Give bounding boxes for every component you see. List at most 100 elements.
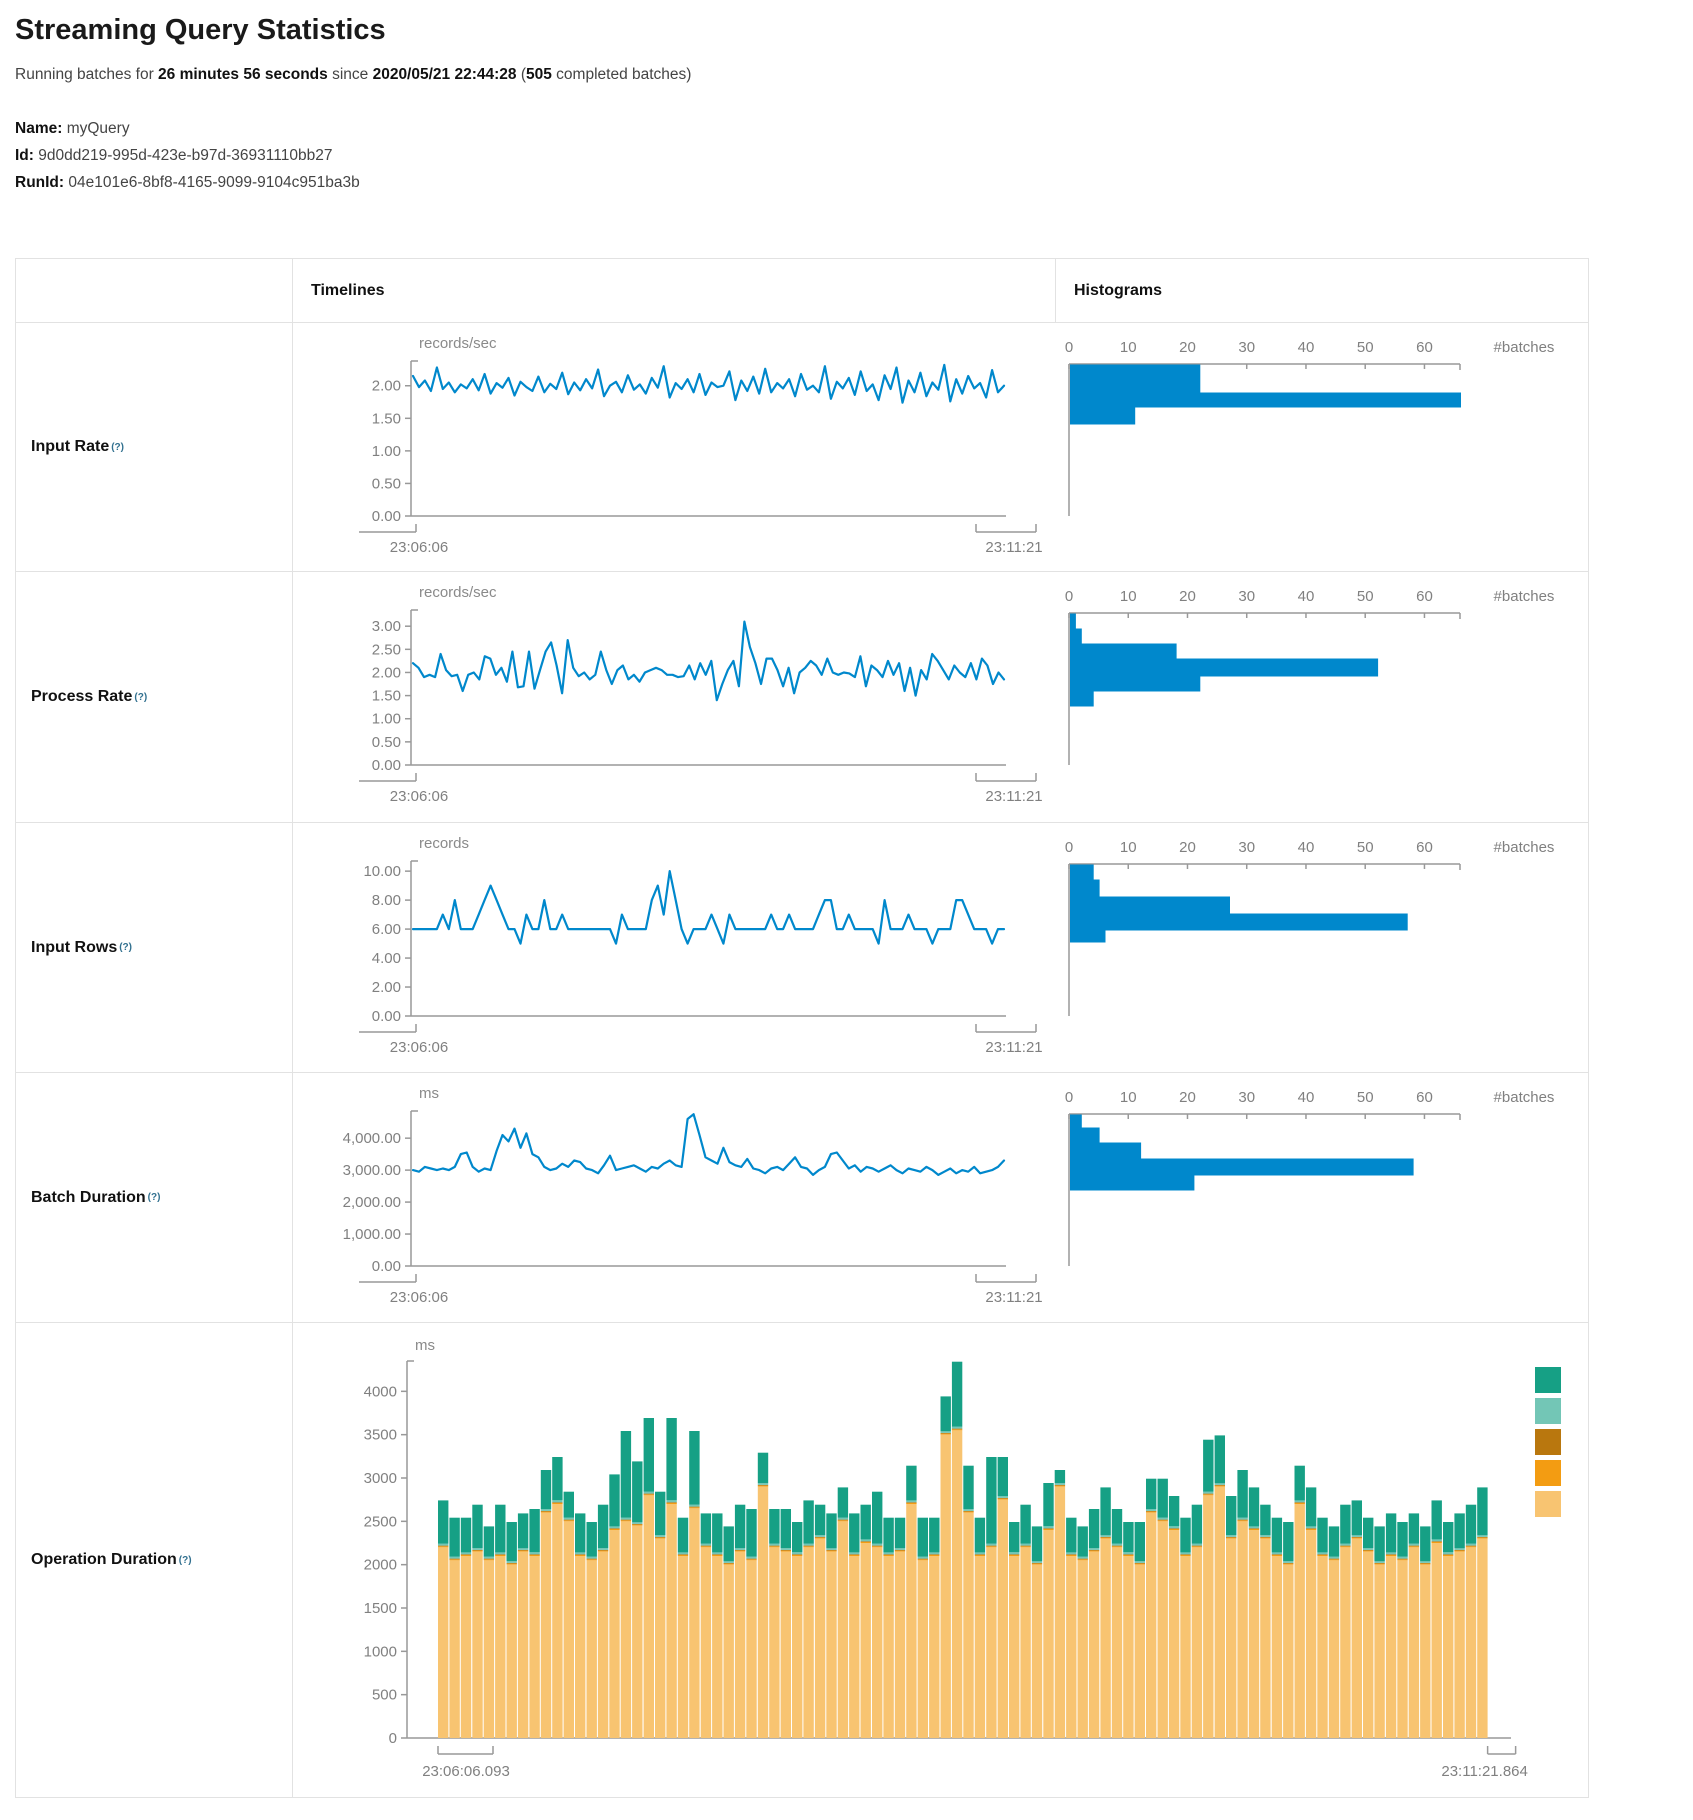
process-rate-help-icon[interactable]: (?): [134, 691, 148, 703]
runid-value: 04e101e6-8bf8-4165-9099-9104c951ba3b: [68, 174, 360, 191]
legend-swatch: [1535, 1491, 1561, 1517]
svg-text:1.50: 1.50: [372, 410, 401, 427]
table-header-row: Timelines Histograms: [16, 259, 1588, 323]
svg-text:23:06:06: 23:06:06: [390, 1039, 448, 1056]
svg-text:3000: 3000: [364, 1470, 397, 1487]
process-rate-label: Process Rate: [31, 688, 133, 705]
input-rate-help-icon[interactable]: (?): [111, 441, 124, 453]
svg-text:40: 40: [1298, 1089, 1315, 1106]
legend-swatch: [1535, 1429, 1561, 1455]
svg-text:60: 60: [1416, 339, 1433, 356]
svg-text:23:11:21: 23:11:21: [985, 539, 1042, 556]
svg-text:8.00: 8.00: [372, 892, 401, 909]
legend-swatch: [1535, 1367, 1561, 1393]
svg-text:1.00: 1.00: [372, 711, 401, 728]
svg-text:50: 50: [1357, 339, 1374, 356]
svg-text:23:11:21.864: 23:11:21.864: [1441, 1763, 1527, 1780]
svg-text:40: 40: [1298, 839, 1315, 856]
paren-open: (: [520, 66, 526, 83]
header-cell-histograms: Histograms: [1056, 259, 1588, 322]
svg-text:0.00: 0.00: [372, 508, 401, 525]
svg-text:50: 50: [1357, 588, 1374, 605]
svg-text:60: 60: [1416, 588, 1433, 605]
svg-text:20: 20: [1179, 839, 1196, 856]
name-label: Name:: [15, 120, 63, 137]
row-process-rate: records/sec 0.00 0.50 1.00 1.50 2.00 2.50 3.00 2…: [16, 572, 1588, 823]
page-title: Streaming Query Statistics: [15, 14, 386, 46]
svg-text:23:06:06: 23:06:06: [390, 539, 448, 556]
operation-duration-chart: ms 0 500 1000 1500 2000 2500 3000 3500 4000 23:06:…: [364, 1337, 1528, 1780]
legend-swatch: [1535, 1460, 1561, 1486]
svg-text:50: 50: [1357, 1089, 1374, 1106]
row-label-batch-duration: Batch Duration (?): [16, 1073, 293, 1322]
svg-text:20: 20: [1179, 339, 1196, 356]
id-label: Id:: [15, 147, 34, 164]
running-prefix: Running batches for: [15, 66, 154, 83]
svg-text:23:11:21: 23:11:21: [985, 1039, 1042, 1056]
batches-suffix: completed batches): [551, 66, 692, 83]
input-rate-label: Input Rate: [31, 438, 110, 455]
svg-text:#batches: #batches: [1494, 339, 1555, 356]
svg-text:0.00: 0.00: [372, 757, 401, 774]
input-rows-charts: records 0.00 2.00 4.00 6.00 8.00 10.00 23:06:06…: [359, 835, 1554, 1056]
svg-text:0: 0: [1065, 588, 1073, 605]
svg-text:0.00: 0.00: [372, 1258, 401, 1275]
row-label-input-rate: Input Rate (?): [16, 323, 293, 571]
svg-text:23:11:21: 23:11:21: [985, 1289, 1042, 1306]
timelines-header-label: Timelines: [311, 281, 385, 299]
operation-duration-help-icon[interactable]: (?): [178, 1554, 192, 1566]
header-cell-empty: [16, 259, 293, 322]
svg-text:60: 60: [1416, 839, 1433, 856]
svg-text:23:06:06.093: 23:06:06.093: [422, 1763, 510, 1780]
svg-text:30: 30: [1238, 839, 1255, 856]
runid-label: RunId:: [15, 174, 65, 191]
svg-text:ms: ms: [415, 1337, 435, 1354]
svg-text:23:11:21: 23:11:21: [985, 788, 1042, 805]
svg-text:6.00: 6.00: [372, 921, 401, 938]
svg-text:0: 0: [1065, 339, 1073, 356]
svg-text:0.50: 0.50: [372, 475, 401, 492]
svg-text:30: 30: [1238, 339, 1255, 356]
svg-text:3500: 3500: [364, 1427, 397, 1444]
svg-text:10: 10: [1120, 339, 1137, 356]
batch-duration-label: Batch Duration: [31, 1188, 146, 1206]
svg-text:0: 0: [1065, 839, 1073, 856]
batch-duration-help-icon[interactable]: (?): [147, 1192, 161, 1203]
histograms-header-label: Histograms: [1074, 281, 1163, 299]
name-value: myQuery: [66, 120, 130, 137]
svg-text:2.00: 2.00: [372, 664, 401, 681]
svg-text:2.00: 2.00: [372, 378, 401, 395]
query-name-line: Name: myQuery: [15, 120, 130, 138]
batches-count: 505: [526, 66, 552, 83]
input-rate-charts: records/sec 0.00 0.50 1.00 1.50 2.00 23:06:06 2…: [359, 335, 1555, 556]
svg-text:10.00: 10.00: [363, 863, 401, 880]
svg-text:10: 10: [1120, 1089, 1137, 1106]
svg-text:records/sec: records/sec: [419, 335, 497, 352]
svg-text:20: 20: [1179, 588, 1196, 605]
svg-text:60: 60: [1416, 1089, 1433, 1106]
svg-text:records/sec: records/sec: [419, 584, 497, 601]
since-word: since: [332, 66, 369, 83]
svg-text:10: 10: [1120, 588, 1137, 605]
running-duration: 26 minutes 56 seconds: [158, 66, 328, 83]
input-rows-help-icon[interactable]: (?): [119, 942, 132, 953]
svg-text:ms: ms: [419, 1085, 439, 1102]
process-rate-charts: records/sec 0.00 0.50 1.00 1.50 2.00 2.50 3.00 2…: [359, 584, 1554, 805]
start-time: 2020/05/21 22:44:28: [372, 66, 517, 83]
svg-text:2000: 2000: [364, 1557, 397, 1574]
svg-text:30: 30: [1238, 588, 1255, 605]
svg-text:1.00: 1.00: [372, 443, 401, 460]
svg-text:4,000.00: 4,000.00: [343, 1130, 401, 1147]
input-rows-label: Input Rows: [31, 938, 118, 956]
svg-text:50: 50: [1357, 839, 1374, 856]
svg-text:2.50: 2.50: [372, 641, 401, 658]
id-value: 9d0dd219-995d-423e-b97d-36931110bb27: [38, 147, 333, 164]
svg-text:0.50: 0.50: [372, 734, 401, 751]
svg-text:23:06:06: 23:06:06: [390, 1289, 448, 1306]
svg-text:2,000.00: 2,000.00: [343, 1194, 401, 1211]
svg-text:3,000.00: 3,000.00: [343, 1162, 401, 1179]
query-id-line: Id: 9d0dd219-995d-423e-b97d-36931110bb27: [15, 147, 332, 165]
svg-text:records: records: [419, 835, 469, 852]
svg-text:10: 10: [1120, 839, 1137, 856]
svg-text:30: 30: [1238, 1089, 1255, 1106]
